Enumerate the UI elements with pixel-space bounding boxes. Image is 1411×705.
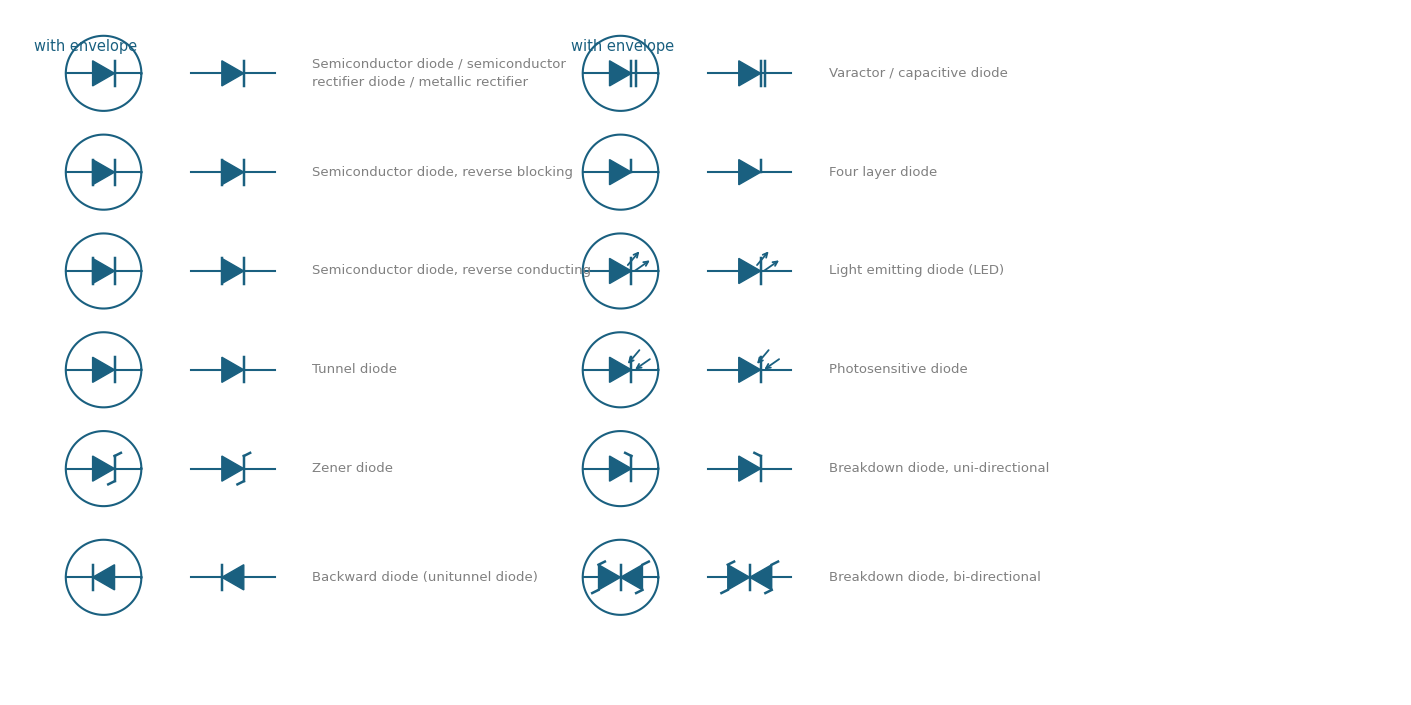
Polygon shape: [222, 258, 244, 283]
Text: with envelope: with envelope: [571, 39, 674, 54]
Text: with envelope: with envelope: [34, 39, 137, 54]
Polygon shape: [610, 61, 632, 86]
Polygon shape: [610, 258, 632, 283]
Polygon shape: [739, 61, 761, 86]
Polygon shape: [728, 565, 749, 590]
Polygon shape: [610, 159, 632, 185]
Polygon shape: [598, 565, 621, 590]
Polygon shape: [621, 565, 642, 590]
Polygon shape: [739, 159, 761, 185]
Polygon shape: [610, 357, 632, 382]
Polygon shape: [222, 456, 244, 482]
Polygon shape: [93, 357, 114, 382]
Polygon shape: [739, 258, 761, 283]
Polygon shape: [93, 159, 114, 185]
Text: Photosensitive diode: Photosensitive diode: [830, 363, 968, 376]
Polygon shape: [93, 456, 114, 482]
Polygon shape: [739, 456, 761, 482]
Polygon shape: [222, 159, 244, 185]
Polygon shape: [222, 357, 244, 382]
Text: Breakdown diode, bi-directional: Breakdown diode, bi-directional: [830, 571, 1041, 584]
Text: Light emitting diode (LED): Light emitting diode (LED): [830, 264, 1005, 278]
Polygon shape: [93, 258, 114, 283]
Polygon shape: [610, 456, 632, 482]
Text: Tunnel diode: Tunnel diode: [312, 363, 398, 376]
Text: Varactor / capacitive diode: Varactor / capacitive diode: [830, 67, 1007, 80]
Text: Breakdown diode, uni-directional: Breakdown diode, uni-directional: [830, 462, 1050, 475]
Text: Semiconductor diode / semiconductor
rectifier diode / metallic rectifier: Semiconductor diode / semiconductor rect…: [312, 58, 566, 89]
Text: Semiconductor diode, reverse conducting: Semiconductor diode, reverse conducting: [312, 264, 591, 278]
Text: Four layer diode: Four layer diode: [830, 166, 937, 178]
Polygon shape: [93, 565, 114, 590]
Polygon shape: [222, 61, 244, 86]
Text: Backward diode (unitunnel diode): Backward diode (unitunnel diode): [312, 571, 538, 584]
Polygon shape: [749, 565, 772, 590]
Polygon shape: [93, 61, 114, 86]
Polygon shape: [222, 565, 244, 590]
Text: Semiconductor diode, reverse blocking: Semiconductor diode, reverse blocking: [312, 166, 573, 178]
Polygon shape: [739, 357, 761, 382]
Text: Zener diode: Zener diode: [312, 462, 394, 475]
